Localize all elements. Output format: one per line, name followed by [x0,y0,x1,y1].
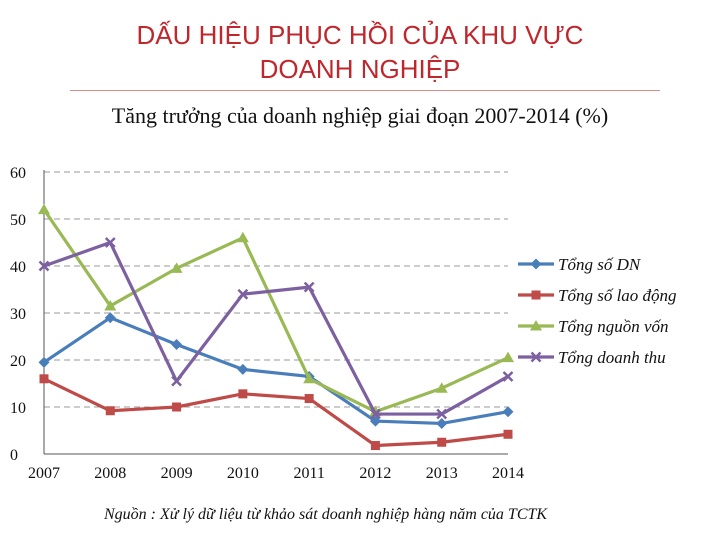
series-tong-so-dn [38,312,514,429]
data-point [39,374,49,384]
x-tick-label: 2010 [227,465,259,482]
data-point [303,281,315,293]
page-title-line1: DẤU HIỆU PHỤC HỒI CỦA KHU VỰC [136,20,584,50]
data-point [436,408,448,420]
data-point [104,312,116,324]
data-point [105,406,115,416]
y-tick-label: 40 [10,259,26,276]
series-line [43,240,509,416]
legend-label: Tổng số lao động [558,286,677,305]
data-point [236,231,249,243]
data-point [38,356,50,368]
data-point [435,382,448,393]
legend-item: Tổng số lao động [518,286,677,305]
y-tick-label: 50 [10,212,26,229]
legend-item: Tổng nguồn vốn [518,317,669,336]
data-point [370,441,380,451]
data-point [38,260,50,272]
legend-item: Tổng doanh thu [518,348,666,367]
y-tick-label: 20 [10,353,26,370]
data-point [104,299,117,311]
data-point [238,389,248,399]
y-tick-label: 10 [10,400,26,417]
data-point [38,203,50,215]
legend-marker [530,258,542,270]
data-point [171,338,183,350]
source-note: Nguồn : Xử lý dữ liệu từ khảo sát doanh … [104,506,548,523]
data-point [237,288,249,300]
x-tick-label: 2009 [161,465,193,482]
x-tick-label: 2008 [94,465,126,482]
data-point [171,375,182,387]
data-point [303,372,316,384]
data-point [437,437,447,447]
legend-label: Tổng nguồn vốn [558,317,669,336]
legend-label: Tổng doanh thu [558,348,666,367]
series-line [43,316,509,426]
data-point [370,408,381,420]
data-point [502,406,514,418]
data-point [502,351,514,363]
data-point [503,429,513,439]
data-point [237,363,249,375]
x-tick-label: 2012 [359,465,391,482]
x-tick-label: 2011 [293,465,324,482]
series-line [43,377,509,448]
page-title: DẤU HIỆU PHỤC HỒI CỦA KHU VỰC DOANH NGHI… [0,18,720,86]
legend-marker [530,320,542,331]
series-tong-nguon-von [38,203,514,417]
page-title-line2: DOANH NGHIỆP [259,54,461,84]
chart-title: Tăng trưởng của doanh nghiệp giai đoạn 2… [111,103,609,128]
series-line [42,208,509,414]
legend-label: Tổng số DN [558,255,642,274]
y-tick-label: 60 [10,165,26,182]
data-point [104,237,116,248]
legend-marker [530,351,542,363]
data-point [502,371,514,382]
series-tong-so-lao-dong [39,374,513,451]
data-point [170,262,183,273]
y-tick-label: 30 [10,306,26,323]
series-tong-doanh-thu [38,237,514,420]
legend-item: Tổng số DN [518,255,642,274]
title-divider [70,90,660,91]
legend-marker [531,290,541,300]
data-point [436,417,448,429]
data-point [304,394,314,404]
y-tick-label: 0 [10,447,18,464]
x-tick-label: 2007 [28,465,60,482]
x-tick-label: 2014 [492,465,524,482]
data-point [172,402,182,412]
x-tick-label: 2013 [426,465,458,482]
